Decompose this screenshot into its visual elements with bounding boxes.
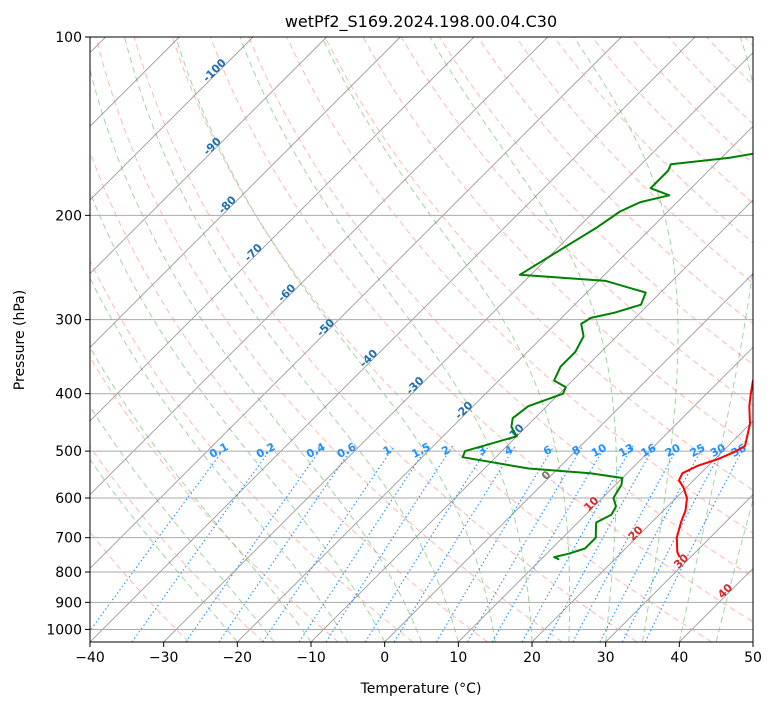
y-tick-label: 100 [55,30,82,46]
plot-frame [90,37,753,642]
dry-adiabat-line [592,37,775,642]
y-axis-label: Pressure (hPa) [12,290,28,390]
dry-adiabat-label: -100 [200,56,229,85]
moist-adiabat-label: 30 [671,551,691,571]
mixing-ratio-label: 10 [589,441,609,460]
isotherm-line [311,37,775,642]
y-tick-label: 500 [55,444,82,460]
mixing-ratio-label: 1 [381,443,394,458]
mixing-ratio-line [522,446,632,642]
mixing-ratio-label: 1.5 [409,440,432,461]
y-tick-label: 1000 [46,622,82,638]
moist-adiabat-line [716,37,775,642]
mixing-ratio-label: 20 [663,441,683,460]
dry-adiabat-line [668,37,775,642]
moist-adiabat-label: 40 [715,581,735,601]
y-tick-label: 300 [55,313,82,329]
isotherm-line [90,37,695,642]
dry-adiabat-label: -90 [201,135,224,158]
moist-adiabat-label: 10 [581,494,601,514]
mixing-ratio-line [600,446,704,642]
y-tick-label: 900 [55,595,82,611]
isotherm-line [679,37,775,642]
mixing-ratio-line [186,446,323,642]
isotherm-line [458,37,775,642]
isotherm-line [385,37,775,642]
isotherm-line [0,37,548,642]
x-tick-label: 40 [670,650,688,666]
x-tick-label: −20 [223,650,253,666]
mixing-ratio-label: 16 [639,441,659,460]
isotherm-line [0,37,253,642]
mixing-ratio-label: 0.4 [304,440,328,461]
moist-adiabat-line [125,37,459,642]
moist-adiabat-line [0,37,274,642]
x-axis-label: Temperature (°C) [360,681,482,697]
mixing-ratio-line [219,446,354,642]
y-tick-label: 400 [55,387,82,403]
moist-adiabat-line [17,37,348,642]
mixing-ratio-label: 4 [502,443,515,458]
x-tick-label: 10 [449,650,467,666]
dry-adiabat-line [554,37,775,642]
y-tick-label: 200 [55,208,82,224]
isotherm-line [0,37,400,642]
isotherm-line [237,37,775,642]
dry-adiabat-line [58,37,488,642]
dry-adiabat-line [745,37,775,642]
x-tick-label: −40 [75,650,105,666]
mixing-ratio-line [394,446,515,642]
mixing-ratio-line [82,446,227,642]
dry-adiabat-line [20,37,413,642]
mixing-ratio-label: 25 [688,441,708,460]
dry-adiabat-line [0,37,264,642]
dry-adiabat-label: -40 [357,346,380,369]
mixing-ratio-label: 13 [617,441,637,460]
mixing-ratio-label: 6 [541,443,554,458]
mixing-ratio-line [645,446,744,642]
isotherm-line [0,37,327,642]
moist-adiabat-line [176,37,495,642]
mixing-ratio-label: 0.1 [207,440,230,461]
x-tick-label: 50 [744,650,762,666]
y-tick-label: 700 [55,531,82,547]
temperature-profile-line [677,37,775,557]
dry-adiabat-label: -80 [216,193,239,216]
dry-adiabat-label: -60 [275,281,298,304]
x-tick-label: 0 [380,650,389,666]
dry-adiabat-label: -20 [452,399,475,422]
dry-adiabat-label: -70 [242,241,265,264]
dry-adiabat-line [707,37,775,642]
moist-adiabat-line [240,37,532,642]
moist-adiabat-line [0,37,237,642]
moist-adiabat-line [679,37,760,642]
x-tick-label: 30 [597,650,615,666]
mixing-ratio-line [326,446,453,642]
dry-adiabat-line [516,37,775,642]
dry-adiabat-line [0,37,338,642]
mixing-ratio-line [436,446,554,642]
moist-adiabat-line [322,37,570,642]
x-tick-label: −30 [149,650,179,666]
x-tick-label: 20 [523,650,541,666]
mixing-ratio-label: 0.6 [335,440,359,461]
y-tick-label: 600 [55,491,82,507]
moist-adiabat-line [0,37,311,642]
mixing-ratio-line [468,446,583,642]
chart-title: wetPf2_S169.2024.198.00.04.C30 [285,12,557,32]
dry-adiabat-line [0,37,189,642]
moist-adiabat-label: 20 [626,523,646,543]
x-tick-label: −10 [296,650,326,666]
isotherm-line [753,37,775,642]
moist-adiabat-line [574,37,678,642]
isotherm-line [0,37,474,642]
isotherm-line [16,37,621,642]
mixing-ratio-label: 2 [439,443,452,458]
mixing-ratio-label: 30 [708,441,728,460]
y-tick-label: 800 [55,565,82,581]
